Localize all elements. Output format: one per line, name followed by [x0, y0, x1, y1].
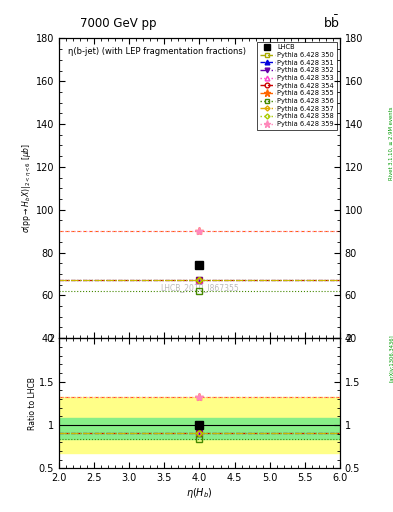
Text: Rivet 3.1.10, ≥ 2.9M events: Rivet 3.1.10, ≥ 2.9M events — [389, 106, 393, 180]
Bar — [59, 397, 340, 453]
X-axis label: $\eta(H_b)$: $\eta(H_b)$ — [186, 486, 213, 500]
Y-axis label: $\sigma(\mathrm{pp} \to H_b X)|_{2<\eta<6}\ [\mu b]$: $\sigma(\mathrm{pp} \to H_b X)|_{2<\eta<… — [21, 143, 34, 233]
Text: [arXiv:1306.3436]: [arXiv:1306.3436] — [389, 334, 393, 382]
Y-axis label: Ratio to LHCB: Ratio to LHCB — [28, 377, 37, 430]
Text: b$\bar{\rm b}$: b$\bar{\rm b}$ — [323, 15, 340, 31]
Text: η(b-jet) (with LEP fragmentation fractions): η(b-jet) (with LEP fragmentation fractio… — [68, 48, 246, 56]
Bar — [59, 418, 340, 439]
Text: LHCB_2010_I867355: LHCB_2010_I867355 — [160, 283, 239, 292]
Text: 7000 GeV pp: 7000 GeV pp — [80, 16, 156, 30]
Legend: LHCB, Pythia 6.428 350, Pythia 6.428 351, Pythia 6.428 352, Pythia 6.428 353, Py: LHCB, Pythia 6.428 350, Pythia 6.428 351… — [257, 42, 337, 130]
